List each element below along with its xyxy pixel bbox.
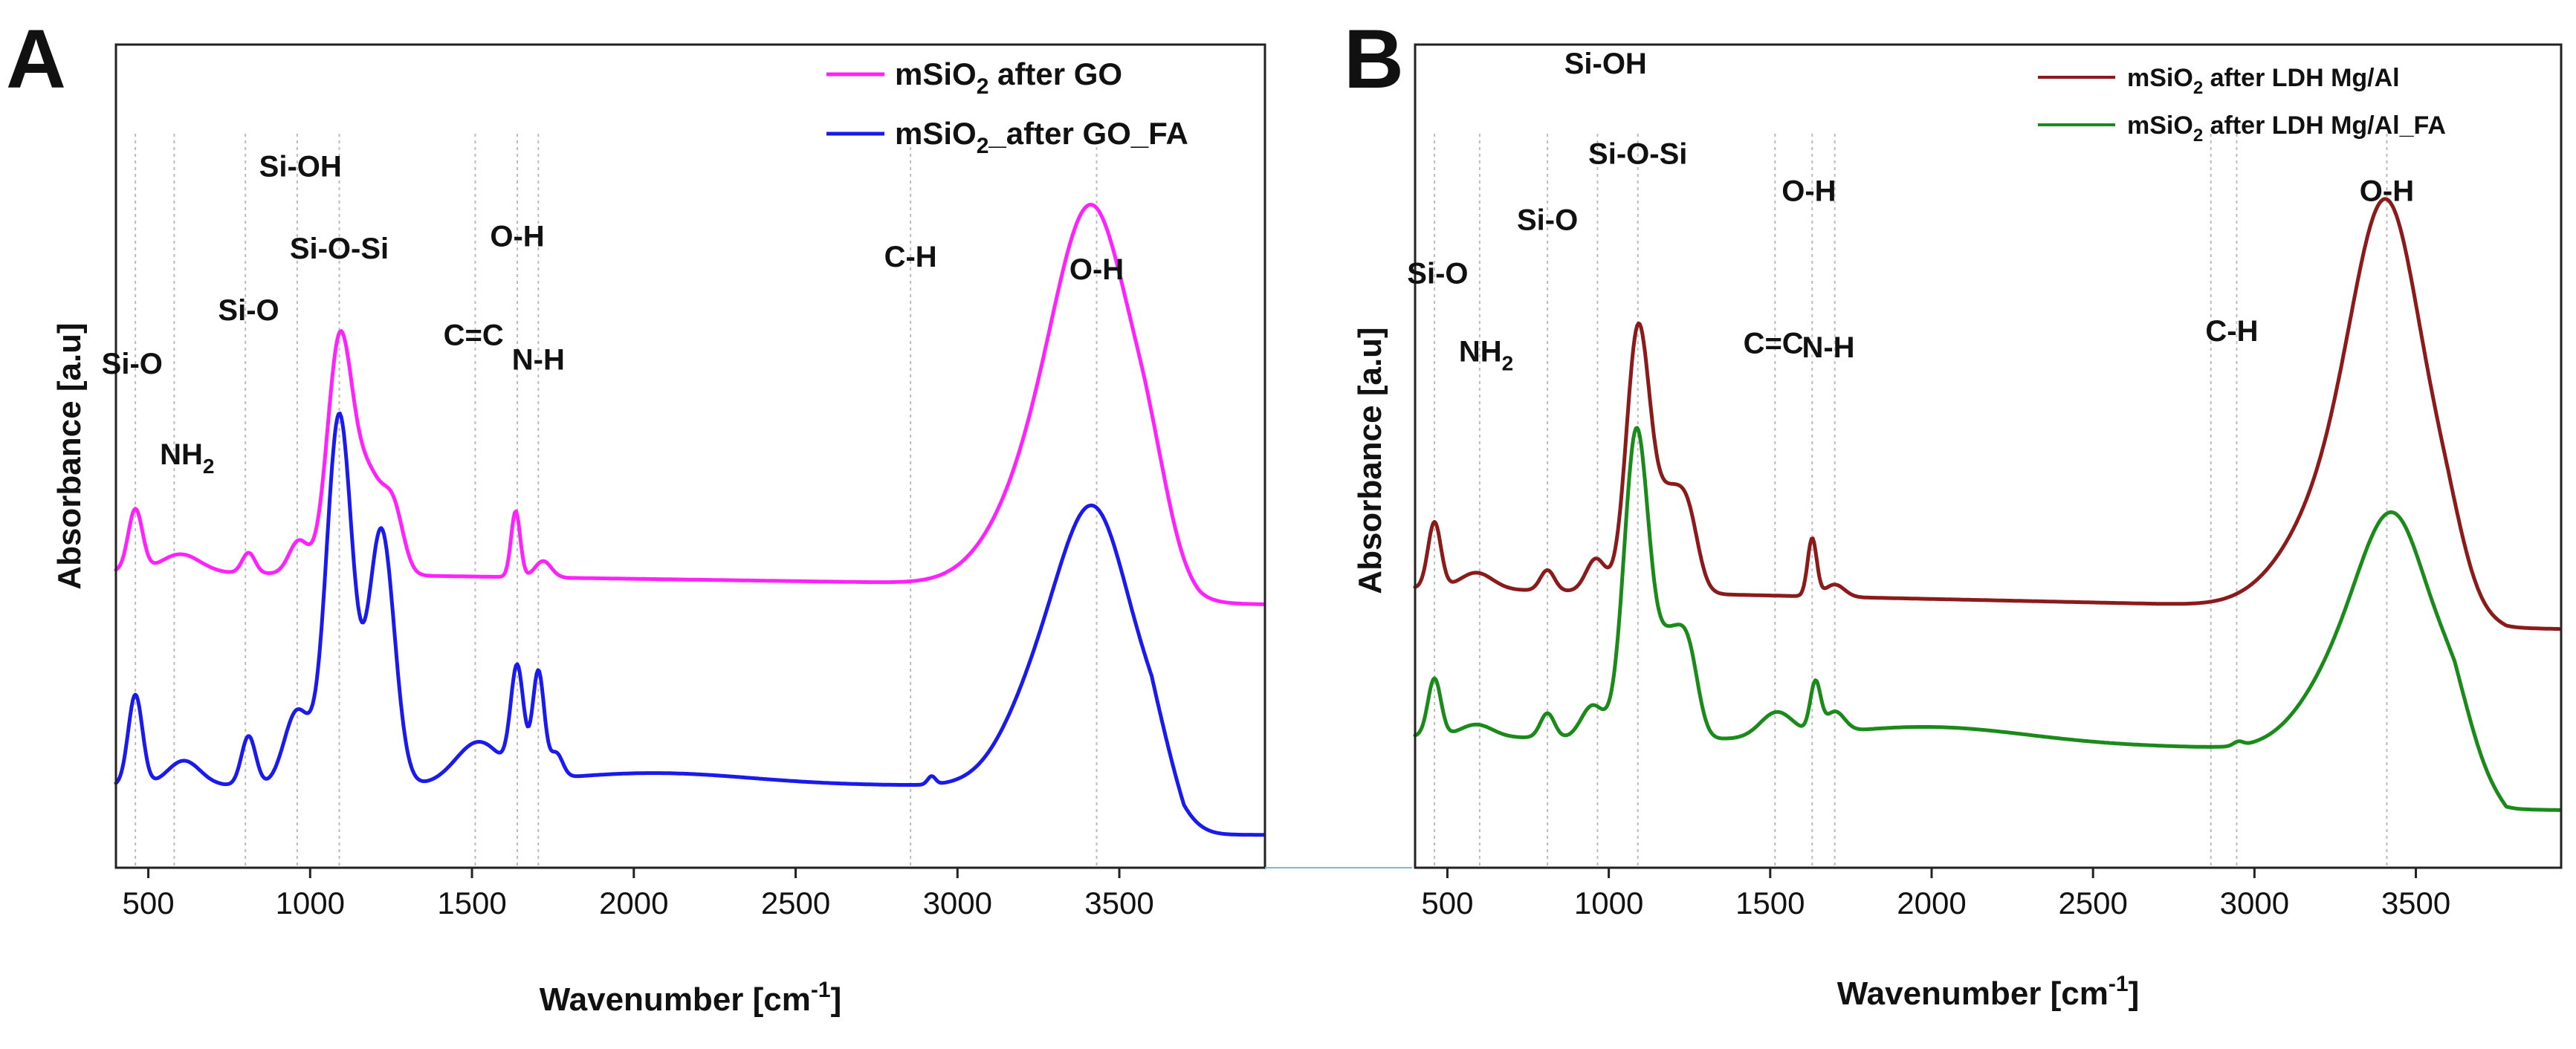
series-line-1 — [1413, 197, 2563, 631]
panel-b-guides — [1434, 134, 2388, 868]
peak-label: Si-O — [218, 294, 279, 327]
panel-b-letter: B — [1344, 13, 1404, 105]
x-tick-label: 1000 — [276, 886, 345, 920]
peak-label: O-H — [1069, 253, 1124, 286]
peak-label: C-H — [884, 241, 937, 273]
panel-a-plot-frame — [114, 43, 1266, 869]
x-tick-label: 1500 — [437, 886, 506, 920]
x-tick-label: 2000 — [599, 886, 668, 920]
legend-a-label-2: mSiO2_after GO_FA — [895, 116, 1188, 158]
panel-a-x-ticks: 500 1000 1500 2000 2500 3000 3500 — [123, 868, 1154, 920]
peak-label: Si-O-Si — [1588, 138, 1687, 171]
panel-a-legend: mSiO2 after GO mSiO2_after GO_FA — [826, 56, 1188, 158]
panel-b: B 500 1000 1500 2000 2500 3000 3500 Si-ONH2Si-… — [1344, 13, 2563, 1012]
panel-b-y-axis-title: Absorbance [a.u] — [1352, 327, 1388, 594]
x-tick-label: 3500 — [2381, 886, 2450, 920]
series-line-2 — [114, 412, 1266, 837]
x-tick-label: 500 — [1421, 886, 1473, 920]
peak-label: N-H — [1802, 331, 1854, 364]
panel-b-legend: mSiO2 after LDH Mg/Al mSiO2 after LDH Mg… — [2038, 64, 2446, 146]
x-tick-label: 1500 — [1735, 886, 1805, 920]
peak-label: N-H — [512, 344, 565, 377]
x-tick-label: 2500 — [2058, 886, 2127, 920]
x-tick-label: 2000 — [1897, 886, 1966, 920]
peak-label: Si-OH — [1564, 48, 1647, 80]
peak-label: Si-O — [1407, 257, 1468, 290]
panel-b-x-axis-title: Wavenumber [cm-1] — [1837, 972, 2139, 1012]
x-tick-label: 1000 — [1574, 886, 1643, 920]
panel-a-y-axis-title: Absorbance [a.u] — [51, 322, 88, 589]
legend-b-label-1: mSiO2 after LDH Mg/Al — [2127, 64, 2400, 98]
panel-a-guides — [135, 134, 1098, 868]
peak-label: O-H — [490, 220, 544, 253]
panel-a-annotations: Si-O NH2 Si-O Si-OH Si-O-Si C=C O-H N-H C-H O-H — [102, 150, 1124, 478]
peak-label: NH2 — [160, 438, 214, 478]
x-tick-label: 3000 — [2220, 886, 2289, 920]
x-tick-label: 3500 — [1084, 886, 1153, 920]
legend-b-label-2: mSiO2 after LDH Mg/Al_FA — [2127, 111, 2446, 146]
panel-b-plot-frame — [1414, 43, 2563, 869]
panel-a-letter: A — [6, 13, 66, 105]
peak-label: O-H — [1781, 175, 1836, 208]
panel-b-curves — [1413, 197, 2563, 812]
x-tick-label: 500 — [123, 886, 175, 920]
panel-b-x-ticks: 500 1000 1500 2000 2500 3000 3500 — [1421, 868, 2450, 920]
peak-label: C=C — [1744, 328, 1804, 360]
legend-a-label-1: mSiO2 after GO — [895, 56, 1122, 99]
peak-label: Si-O — [102, 348, 163, 380]
panel-a-x-axis-title: Wavenumber [cm-1] — [540, 978, 841, 1018]
peak-label: O-H — [2360, 175, 2414, 208]
panel-b-annotations: Si-O NH2 Si-O Si-OH Si-O-Si C=CN-H O-H C-H O-H — [1407, 48, 2414, 375]
peak-label: NH2 — [1459, 336, 1513, 375]
panel-a-curves — [114, 202, 1266, 837]
peak-label: Si-O-Si — [290, 233, 389, 265]
peak-label: C-H — [2205, 315, 2258, 348]
peak-label: C=C — [444, 319, 504, 351]
peak-label: Si-O — [1517, 204, 1578, 236]
series-line-1 — [114, 202, 1266, 606]
panel-a: A 500 1000 1500 2000 2500 3000 3500 Si-ONH2Si-… — [6, 13, 1266, 1018]
series-line-2 — [1413, 426, 2563, 812]
peak-label: Si-OH — [259, 150, 342, 183]
x-tick-label: 2500 — [761, 886, 830, 920]
x-tick-label: 3000 — [923, 886, 992, 920]
